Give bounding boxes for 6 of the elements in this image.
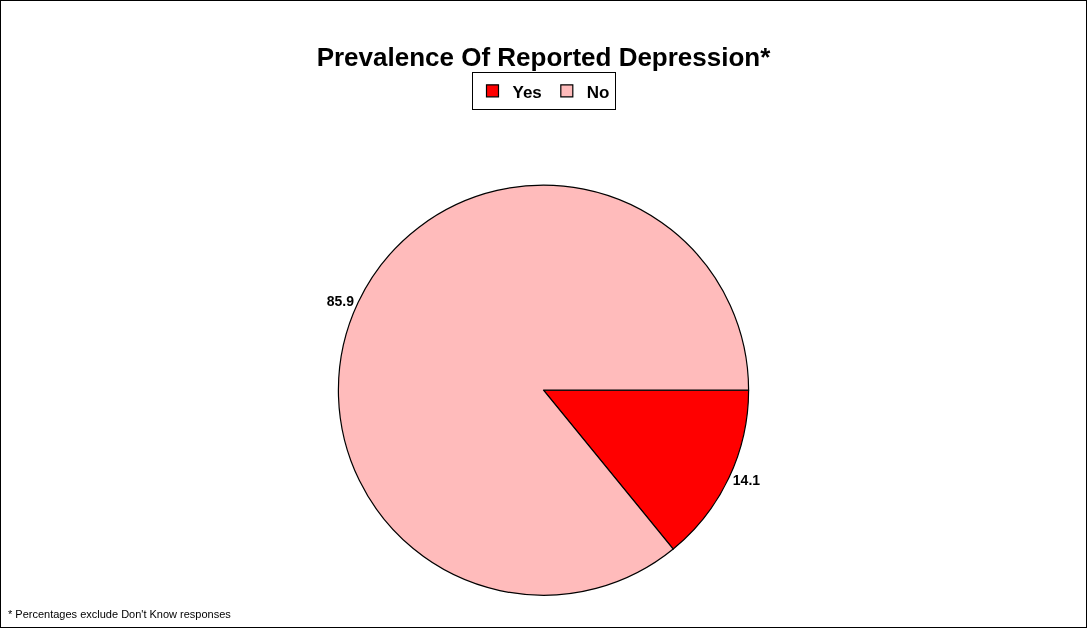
chart-title: Prevalence Of Reported Depression*: [316, 42, 772, 73]
legend-label: No: [586, 82, 610, 102]
text: * Percentages exclude Don't Know responses: [8, 608, 232, 620]
data-label: 14.1: [732, 471, 761, 488]
data-label: 85.9: [326, 292, 355, 309]
legend-label: Yes: [512, 82, 542, 102]
